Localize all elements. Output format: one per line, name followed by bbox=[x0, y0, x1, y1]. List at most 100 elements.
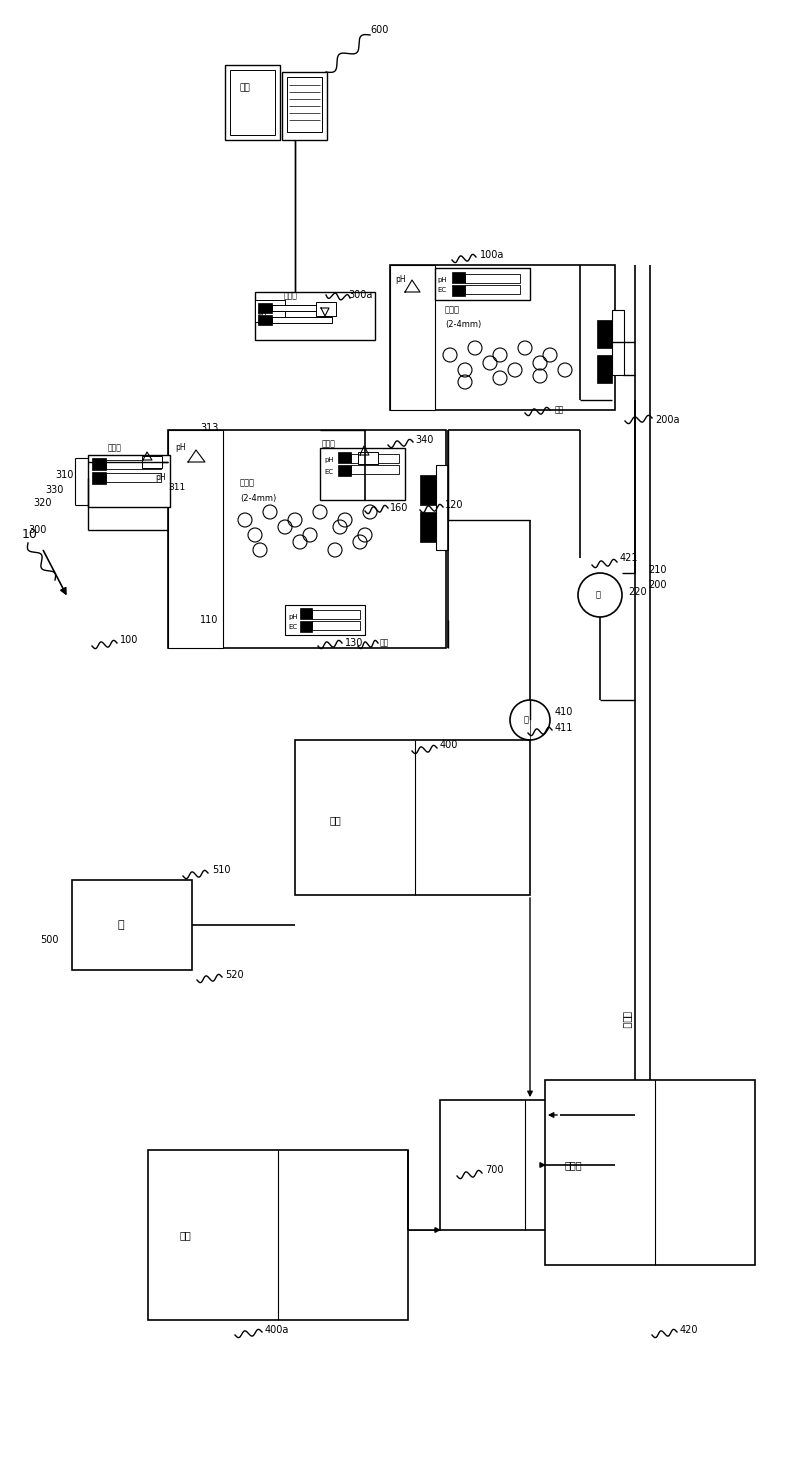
Bar bbox=[272, 305, 332, 310]
Bar bbox=[148, 1151, 408, 1321]
Bar bbox=[351, 466, 399, 474]
Text: pH: pH bbox=[437, 277, 446, 283]
Text: 120: 120 bbox=[445, 501, 463, 509]
Text: pH: pH bbox=[175, 442, 186, 451]
Text: 311: 311 bbox=[168, 483, 186, 492]
Text: 流出口: 流出口 bbox=[284, 291, 298, 300]
Text: 300a: 300a bbox=[348, 290, 372, 300]
Text: EC: EC bbox=[324, 468, 333, 474]
Bar bbox=[597, 354, 612, 384]
Bar bbox=[295, 739, 530, 895]
Bar bbox=[316, 302, 336, 316]
Text: 411: 411 bbox=[555, 723, 574, 733]
Text: 400a: 400a bbox=[265, 1325, 290, 1335]
Text: (2-4mm): (2-4mm) bbox=[445, 321, 482, 329]
Bar bbox=[597, 321, 612, 348]
Bar bbox=[440, 1099, 615, 1230]
Text: pH: pH bbox=[257, 310, 266, 316]
Bar bbox=[436, 466, 448, 550]
Bar bbox=[320, 448, 405, 501]
Bar bbox=[72, 880, 192, 971]
Bar bbox=[452, 272, 465, 283]
Bar bbox=[168, 430, 446, 649]
Bar bbox=[420, 512, 436, 542]
Bar bbox=[312, 610, 360, 619]
Bar bbox=[338, 466, 351, 476]
Text: 210: 210 bbox=[648, 565, 666, 575]
Bar bbox=[92, 471, 106, 485]
Text: 空气: 空气 bbox=[555, 406, 564, 414]
Text: pH: pH bbox=[395, 275, 406, 284]
Bar bbox=[88, 455, 170, 507]
Text: 100a: 100a bbox=[480, 250, 504, 261]
Text: 160: 160 bbox=[390, 504, 408, 512]
Bar bbox=[255, 291, 375, 340]
Text: 313: 313 bbox=[200, 423, 218, 433]
Bar bbox=[255, 300, 285, 322]
Bar bbox=[258, 315, 272, 325]
Text: 100: 100 bbox=[120, 635, 138, 646]
Text: 220: 220 bbox=[628, 587, 646, 597]
Bar bbox=[225, 64, 280, 141]
Text: 硫粒子: 硫粒子 bbox=[445, 306, 460, 315]
Text: pH: pH bbox=[155, 473, 166, 483]
Bar bbox=[106, 473, 161, 482]
Bar bbox=[287, 78, 322, 132]
Bar bbox=[272, 318, 332, 324]
Text: EC: EC bbox=[92, 466, 101, 471]
Bar bbox=[312, 621, 360, 630]
Text: 原水: 原水 bbox=[180, 1230, 192, 1240]
Text: 320: 320 bbox=[33, 498, 51, 508]
Bar bbox=[612, 310, 624, 375]
Text: 520: 520 bbox=[225, 971, 244, 979]
Bar bbox=[300, 621, 312, 632]
Bar bbox=[92, 458, 106, 470]
Bar bbox=[465, 285, 520, 294]
Text: 410: 410 bbox=[555, 707, 574, 717]
Text: 原水: 原水 bbox=[330, 815, 342, 826]
Bar bbox=[285, 605, 365, 635]
Bar bbox=[420, 474, 436, 505]
Text: 510: 510 bbox=[212, 865, 230, 875]
Text: EC: EC bbox=[257, 319, 266, 325]
Text: EC: EC bbox=[437, 287, 446, 293]
Text: 500: 500 bbox=[40, 935, 58, 944]
Text: 200: 200 bbox=[648, 580, 666, 590]
Text: (2-4mm): (2-4mm) bbox=[240, 493, 276, 502]
Text: 合成水: 合成水 bbox=[565, 1159, 582, 1170]
Text: 空气: 空气 bbox=[380, 638, 390, 647]
Text: 330: 330 bbox=[45, 485, 63, 495]
Bar bbox=[390, 265, 435, 410]
Text: 130: 130 bbox=[345, 638, 363, 649]
Bar bbox=[452, 285, 465, 296]
Text: pH: pH bbox=[324, 457, 334, 463]
Text: 600: 600 bbox=[370, 25, 388, 35]
Text: 流出口: 流出口 bbox=[108, 444, 122, 452]
Bar bbox=[300, 608, 312, 619]
Text: 300: 300 bbox=[28, 526, 46, 534]
Bar bbox=[106, 460, 161, 468]
Text: 421: 421 bbox=[620, 553, 638, 564]
Bar bbox=[435, 268, 530, 300]
Text: pH: pH bbox=[288, 613, 298, 619]
Bar bbox=[230, 70, 275, 135]
Bar bbox=[258, 303, 272, 313]
Text: 泵: 泵 bbox=[524, 716, 529, 725]
Text: 400: 400 bbox=[440, 739, 458, 750]
Text: 硫粒子: 硫粒子 bbox=[240, 479, 255, 488]
Bar bbox=[338, 452, 351, 463]
Text: 稀释槽: 稀释槽 bbox=[622, 1012, 632, 1029]
Text: 340: 340 bbox=[415, 435, 434, 445]
Text: 200a: 200a bbox=[655, 414, 679, 425]
Text: 10: 10 bbox=[22, 529, 38, 542]
Text: 酸: 酸 bbox=[118, 919, 125, 930]
Bar bbox=[142, 455, 162, 468]
Bar bbox=[465, 274, 520, 283]
Text: 420: 420 bbox=[680, 1325, 698, 1335]
Text: 流出口: 流出口 bbox=[322, 439, 336, 448]
Bar bbox=[168, 430, 223, 649]
Bar bbox=[282, 72, 327, 141]
Text: 700: 700 bbox=[485, 1165, 503, 1176]
Text: 110: 110 bbox=[200, 615, 218, 625]
Text: 310: 310 bbox=[55, 470, 74, 480]
